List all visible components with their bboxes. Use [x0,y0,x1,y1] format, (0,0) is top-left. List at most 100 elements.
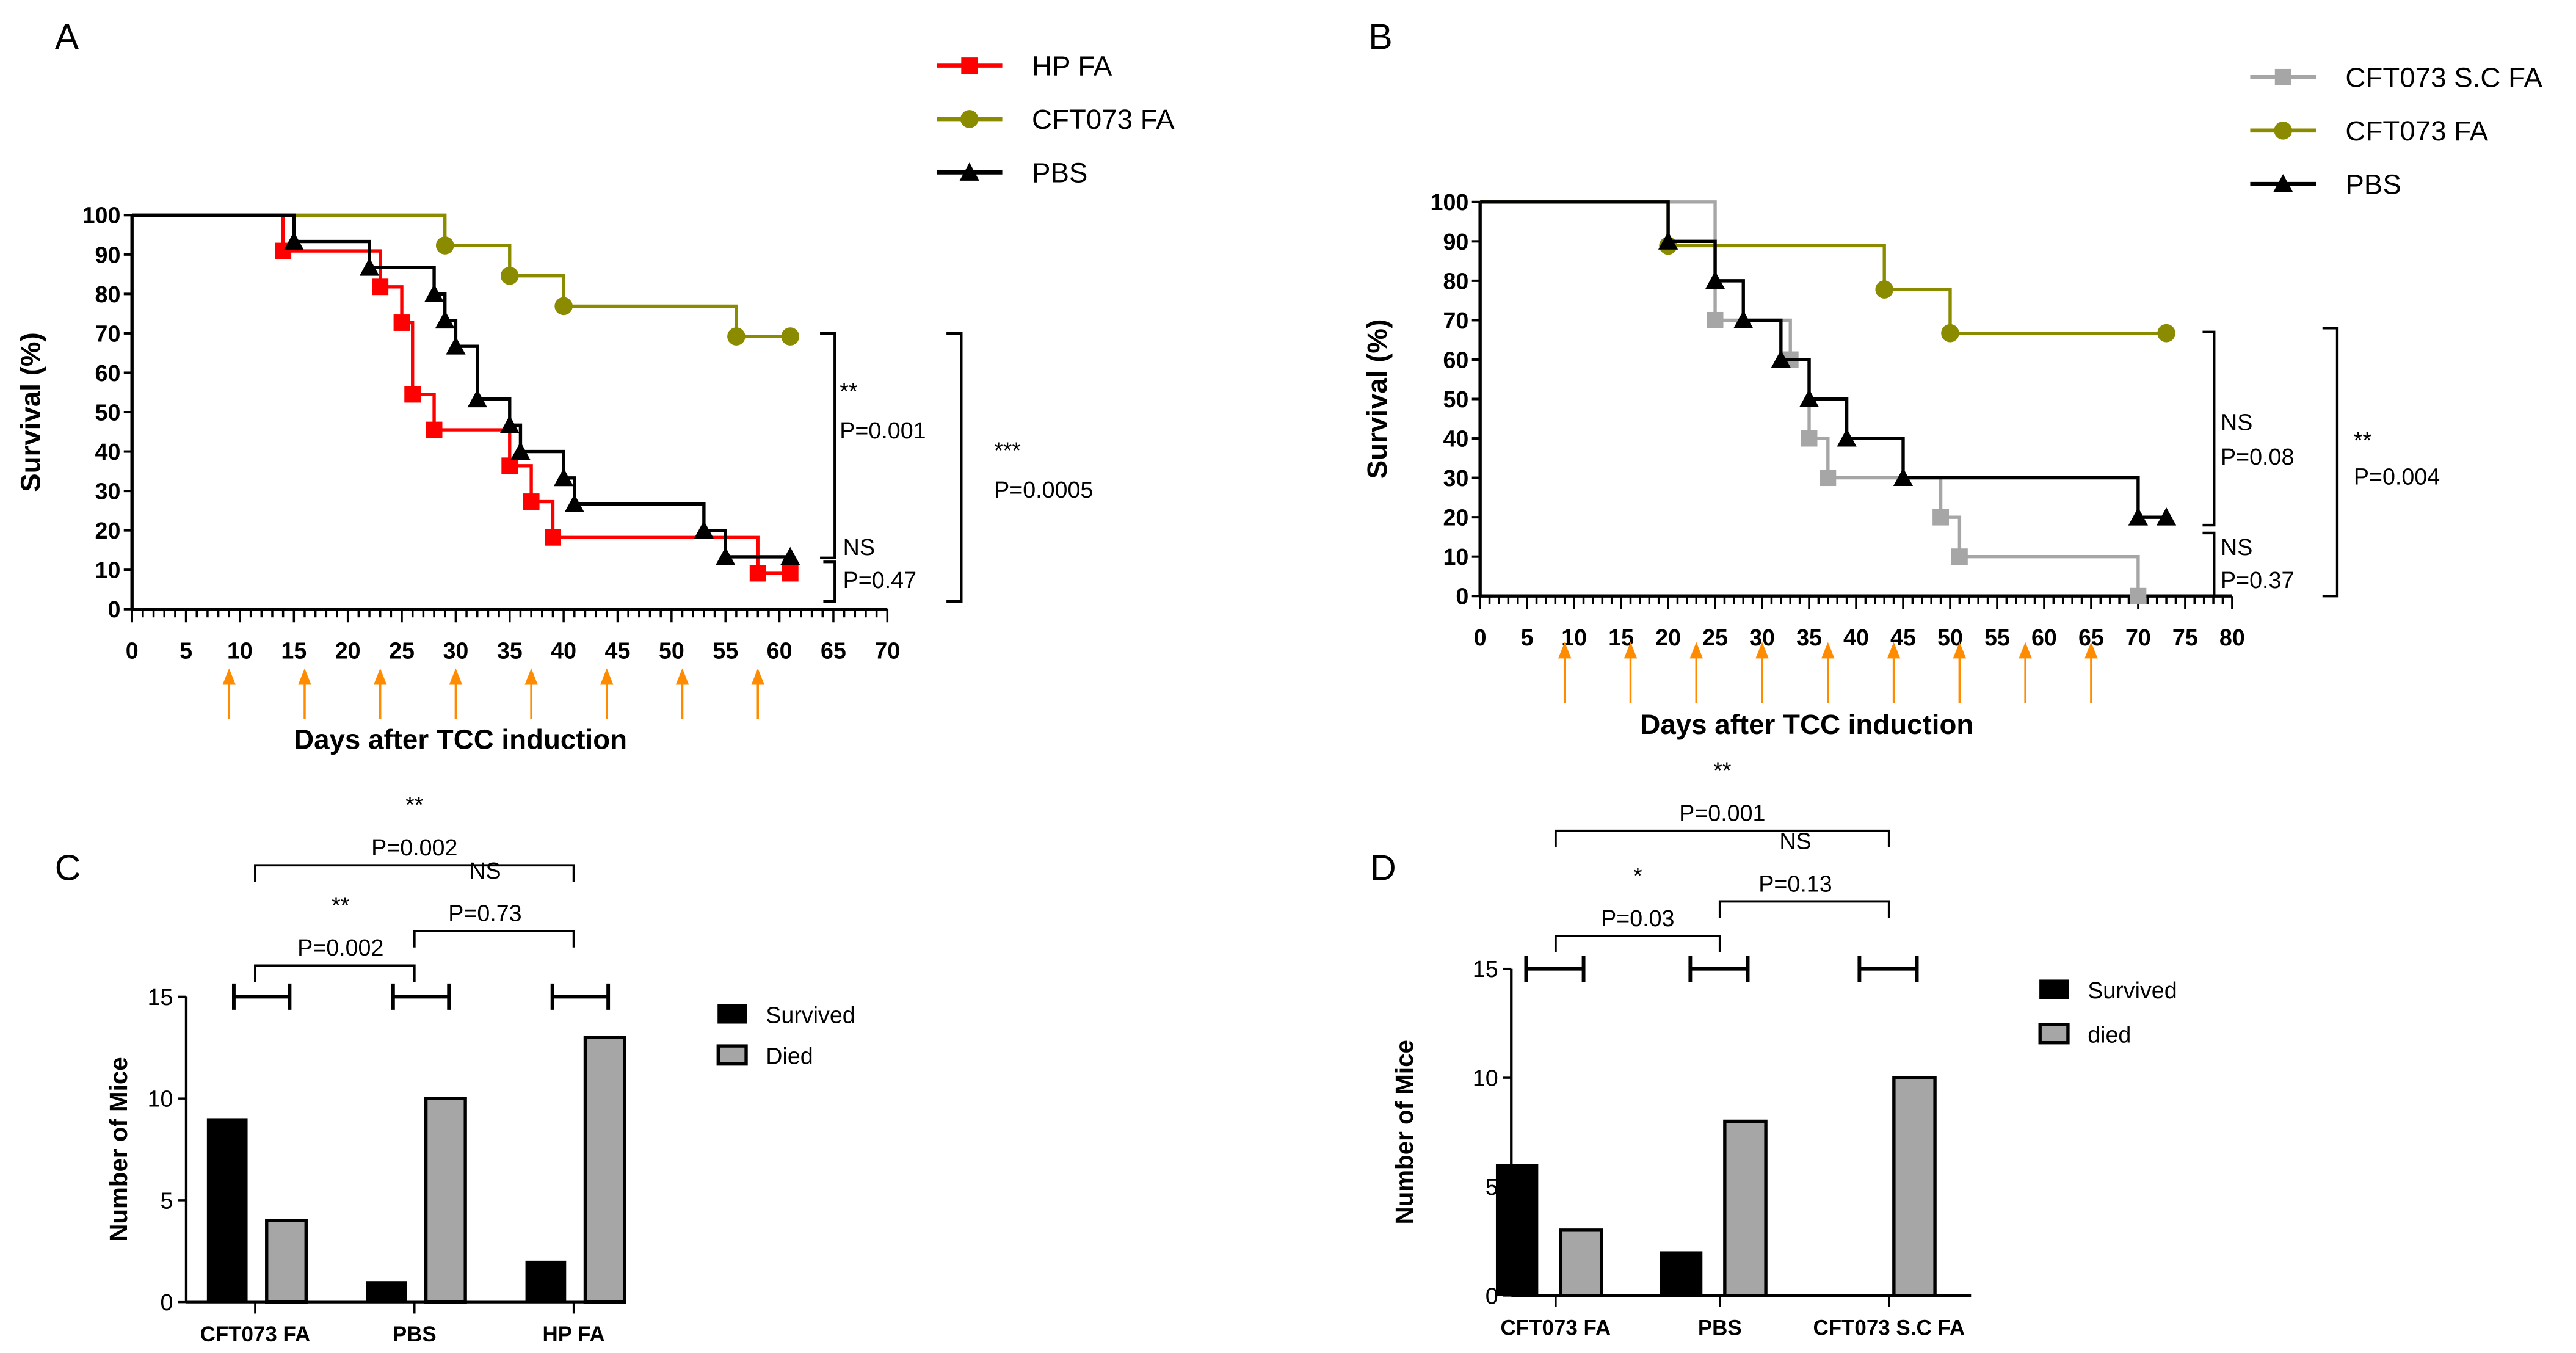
x-tick-label: HP FA [542,1322,604,1346]
data-point-pbs [1893,468,1914,487]
x-tick-label: 75 [2172,625,2198,650]
data-point-cft073-fa [554,297,573,316]
y-tick-label: 20 [1443,505,1468,531]
data-point-pbs [510,441,531,460]
y-axis-title: Survival (%) [15,332,46,492]
x-tick-label: 15 [281,637,307,663]
y-tick-label: 40 [1443,426,1468,451]
treatment-arrow-icon [675,668,689,685]
data-point-cft073-s-c-fa [1707,311,1724,328]
data-point-pbs [1771,349,1791,368]
bar-died-pbs [1723,1119,1768,1297]
significance-stars: NS [1779,828,1811,854]
legend-label-died: Died [766,1043,813,1069]
y-tick-label: 60 [95,360,121,386]
y-tick-label: 10 [95,557,121,583]
data-point-pbs [1733,310,1754,328]
p-value-label: P=0.001 [840,418,926,443]
data-point-cft073-fa [1941,324,1959,343]
treatment-arrow-icon [1624,642,1638,659]
significance-bracket [254,964,416,982]
censor-point-cft073-fa [2157,324,2175,343]
y-axis-title: Survival (%) [1362,319,1393,479]
y-tick-label: 90 [1443,229,1468,255]
data-point-pbs [1837,428,1857,447]
x-tick-label: 5 [180,637,192,663]
treatment-arrow-icon [449,668,463,685]
significance-stars: ** [1713,758,1732,783]
legend-label-died: died [2088,1022,2131,1048]
y-tick-label: 50 [95,399,121,425]
panel-c: 0 5 10 15 Number of Mice CFT073 FA PBS HP FA Sur… [104,792,855,1346]
data-point-pbs [564,494,584,512]
bar-died-pbs [424,1097,467,1304]
significance-bracket [823,560,836,603]
significance-stars: NS [469,858,501,883]
data-point-hp-fa [426,421,443,438]
x-tick-label: 60 [767,637,793,663]
p-value-label: P=0.13 [1758,871,1832,896]
error-bar-cap [1688,956,1750,982]
x-axis-title: Days after TCC induction [1640,709,1973,740]
bar-survived-cft073-fa [206,1118,248,1303]
significance-bracket [2322,327,2339,598]
x-tick-label: CFT073 S.C FA [1813,1316,1965,1340]
data-point-cft073-fa [727,327,746,346]
bar-survived-pbs [366,1281,407,1303]
legend-label-pbs: PBS [2345,169,2401,200]
censor-point-cft073-fa [781,327,800,346]
data-point-pbs [435,310,455,329]
x-tick-label: 30 [443,637,468,663]
x-tick-label: 40 [551,637,576,663]
panel-d: 0 5 10 15 Number of Mice CFT073 FA PBS CFT073 S… [1390,758,2177,1340]
panel-letter-b: B [1368,16,1392,57]
bar-died-hp-fa [583,1036,626,1304]
data-point-pbs [284,231,304,250]
y-tick-label: 100 [1431,189,1469,215]
p-value-label: P=0.001 [1679,800,1765,826]
data-point-pbs [2128,507,2149,526]
legend-swatch-died [716,1044,748,1066]
error-bar-cap [1524,956,1586,982]
significance-stars: ** [332,892,350,918]
bar-died-cft073-fa [1559,1228,1603,1297]
data-point-cft073-fa [435,236,454,255]
x-axis-title: Days after TCC induction [294,724,627,755]
censor-point-hp-fa [782,565,799,582]
legend-marker-cft073-s-c-fa [2274,68,2291,85]
x-tick-label: 20 [1655,625,1681,650]
y-tick-label: 100 [82,203,121,228]
x-tick-label: 70 [874,637,900,663]
y-tick-label: 90 [95,242,121,267]
survival-curve-cft073-fa [1480,200,2167,335]
treatment-arrow-icon [1953,642,1967,659]
significance-stars: NS [2221,534,2252,560]
y-tick-label: 80 [95,281,121,307]
bar-died-cft073-s-c-fa [1892,1076,1937,1297]
significance-bracket [1718,900,1890,918]
bar-died-cft073-fa [265,1219,308,1304]
x-tick-label: 0 [126,637,139,663]
treatment-arrow-icon [524,668,538,685]
y-tick-label: 0 [161,1290,173,1315]
x-tick-label: PBS [393,1322,437,1346]
data-point-pbs [467,389,487,408]
data-point-hp-fa [749,565,766,582]
data-point-hp-fa [523,493,540,510]
y-tick-label: 70 [1443,308,1468,333]
survival-curve-pbs [1480,200,2167,519]
p-value-label: P=0.37 [2221,567,2294,593]
data-point-cft073-s-c-fa [1820,470,1837,487]
survival-curve-cft073-fa [132,213,791,338]
y-tick-label: 20 [95,518,121,543]
data-point-hp-fa [545,529,561,546]
error-bar-cap [1857,956,1919,982]
legend-label-pbs: PBS [1032,158,1087,189]
significance-bracket [2202,531,2216,598]
y-tick-label: 0 [1486,1283,1498,1308]
legend-label-cft073-fa: CFT073 FA [1032,104,1175,135]
y-tick-label: 10 [1443,544,1468,570]
legend-marker-pbs [2273,174,2293,192]
y-tick-label: 0 [107,597,120,622]
survival-curve-pbs [132,213,791,559]
